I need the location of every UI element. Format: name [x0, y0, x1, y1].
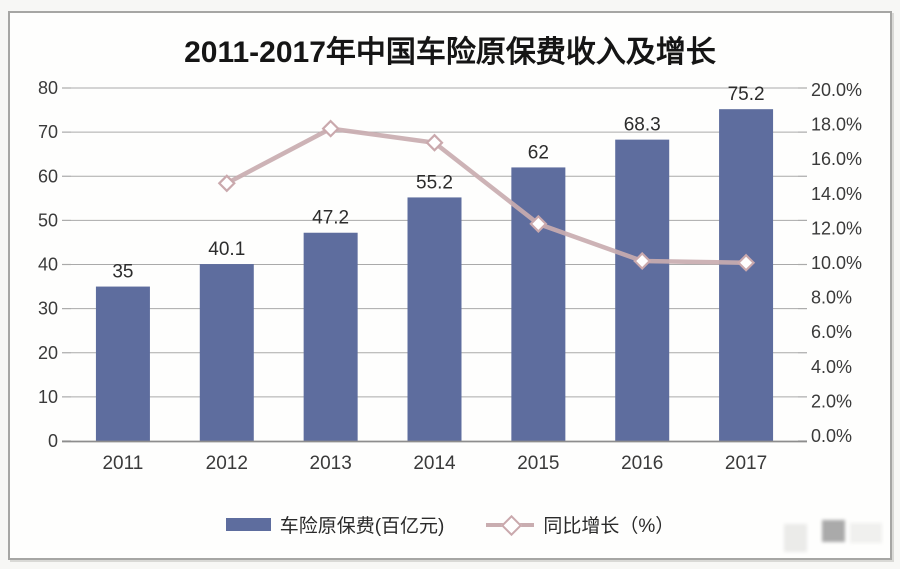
right-axis-label: 0.0% — [811, 426, 852, 446]
bar — [303, 232, 358, 441]
chart-title: 2011-2017年中国车险原保费收入及增长 — [184, 36, 716, 69]
x-axis-label: 2016 — [621, 453, 663, 474]
legend-line-swatch — [486, 514, 535, 536]
legend-diamond-marker-icon — [501, 514, 523, 536]
right-axis-label: 4.0% — [811, 357, 852, 377]
growth-marker-diamond-icon — [321, 119, 340, 138]
right-axis-label: 10.0% — [811, 253, 862, 273]
bar-value-label: 68.3 — [624, 115, 661, 136]
bar — [407, 197, 462, 441]
x-axis-label: 2013 — [310, 453, 352, 474]
left-axis-label: 20 — [38, 343, 58, 363]
left-axis-label: 0 — [48, 431, 58, 451]
bar-value-label: 55.2 — [416, 172, 453, 193]
x-axis-label: 2015 — [517, 453, 559, 474]
legend-line-label: 同比增长（%） — [543, 515, 675, 537]
bar-value-label: 47.2 — [312, 208, 349, 229]
bar-value-label: 35 — [112, 262, 133, 283]
watermark-block — [784, 524, 807, 552]
right-axis-label: 6.0% — [811, 322, 852, 342]
legend-item-growth: 同比增长（%） — [486, 511, 674, 538]
left-axis-label: 60 — [38, 166, 58, 186]
right-axis-label: 18.0% — [811, 115, 862, 135]
right-axis-label: 14.0% — [811, 184, 862, 204]
bar-value-label: 75.2 — [728, 84, 765, 105]
left-axis-label: 10 — [38, 387, 58, 407]
x-axis-label: 2014 — [413, 453, 456, 474]
right-axis-label: 12.0% — [811, 218, 862, 238]
bar — [615, 139, 670, 441]
legend-bar-label: 车险原保费(百亿元) — [279, 515, 445, 537]
legend: 车险原保费(百亿元) 同比增长（%） — [0, 509, 900, 539]
left-axis-label: 40 — [38, 255, 58, 275]
growth-marker-diamond-icon — [633, 251, 652, 271]
left-axis-label: 30 — [38, 299, 58, 319]
x-axis-label: 2012 — [206, 453, 248, 474]
legend-item-premium: 车险原保费(百亿元) — [225, 511, 445, 538]
bar — [95, 286, 150, 441]
bar — [719, 109, 774, 442]
growth-marker-diamond-icon — [529, 214, 548, 233]
x-axis-label: 2011 — [102, 453, 143, 474]
bar — [199, 264, 254, 441]
legend-bar-swatch — [225, 517, 271, 531]
bar-value-label: 62 — [528, 142, 549, 163]
right-axis-label: 8.0% — [811, 288, 852, 308]
watermark-blur — [782, 516, 886, 556]
watermark-block — [822, 520, 845, 542]
growth-marker-diamond-icon — [737, 253, 756, 272]
left-axis-label: 80 — [38, 78, 58, 98]
watermark-block — [850, 523, 882, 543]
right-axis-label: 2.0% — [811, 391, 852, 411]
right-axis-label: 20.0% — [811, 80, 862, 100]
growth-marker-diamond-icon — [217, 174, 236, 193]
growth-line — [224, 126, 749, 265]
left-axis-label: 70 — [38, 122, 58, 142]
left-axis-label: 50 — [38, 210, 58, 230]
right-axis-label: 16.0% — [811, 149, 862, 169]
x-axis-label: 2017 — [725, 453, 767, 474]
growth-marker-diamond-icon — [425, 133, 444, 152]
bar — [511, 167, 566, 442]
bar-value-label: 40.1 — [208, 239, 245, 260]
